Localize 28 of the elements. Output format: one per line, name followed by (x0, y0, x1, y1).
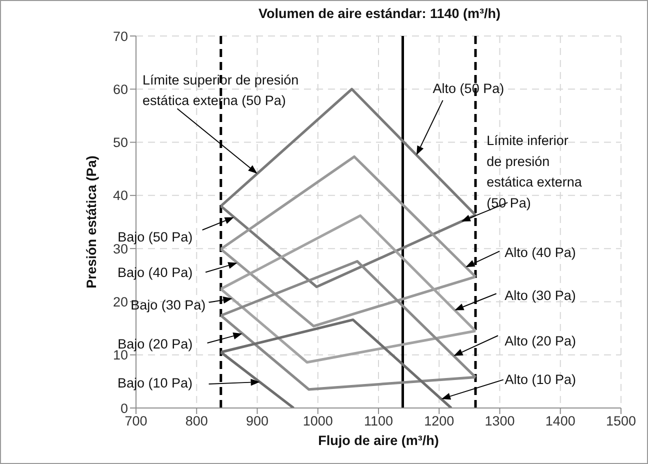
y-tick-label: 40 (112, 188, 128, 204)
chart-title: Volumen de aire estándar: 1140 (m³/h) (257, 6, 502, 21)
y-axis-title: Presión estática (Pa) (84, 156, 99, 288)
x-tick-label: 1100 (364, 414, 394, 429)
annotation: Alto (10 Pa) (504, 372, 576, 388)
y-tick-label: 60 (112, 82, 128, 97)
annotation: Bajo (40 Pa) (118, 265, 193, 280)
annotation: Bajo (10 Pa) (117, 375, 193, 390)
x-tick-label: 800 (185, 414, 208, 429)
y-tick-label: 70 (112, 28, 128, 44)
x-axis-title: Flujo de aire (m³/h) (318, 433, 439, 448)
x-tick-label: 1400 (545, 414, 576, 429)
annotation: Alto (30 Pa) (504, 288, 576, 303)
annotation: Alto (50 Pa) (432, 80, 504, 96)
x-tick-label: 1500 (606, 414, 636, 429)
x-tick-label: 1300 (484, 414, 515, 429)
annotation: Bajo (30 Pa) (130, 298, 206, 313)
y-tick-label: 50 (112, 135, 128, 150)
x-tick-label: 700 (124, 414, 148, 429)
annotation: Límite superior de presión estática externa (50 Pa) (142, 72, 299, 108)
y-tick-label: 0 (120, 400, 128, 416)
annotation: Alto (40 Pa) (504, 244, 576, 260)
x-tick-label: 1000 (302, 414, 333, 429)
x-tick-label: 900 (246, 414, 269, 429)
annotation: Límite inferior de presión estática externa (50 Pa) (486, 133, 582, 210)
x-tick-label: 1200 (424, 414, 454, 429)
y-tick-label: 20 (112, 294, 128, 310)
annotation: Alto (20 Pa) (504, 333, 576, 348)
